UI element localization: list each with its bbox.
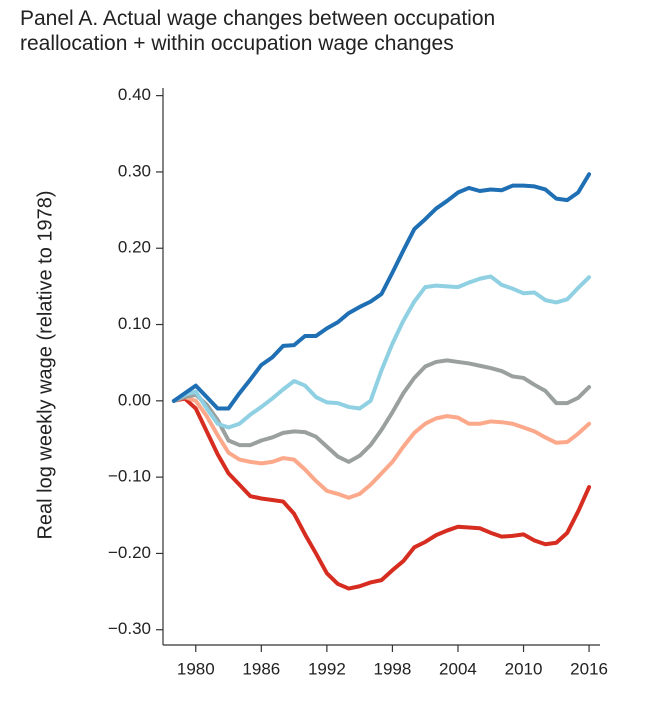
x-tick-label: 1986 (242, 659, 280, 678)
y-tick-label: 0.30 (118, 161, 151, 180)
x-tick-label: 1980 (177, 659, 215, 678)
y-tick-label: −0.30 (108, 619, 151, 638)
series-line (171, 396, 592, 591)
series-line (171, 274, 592, 430)
x-tick-label: 2004 (439, 659, 477, 678)
x-tick-label: 2016 (570, 659, 608, 678)
x-tick-label: 2010 (505, 659, 543, 678)
y-axis-label: Real log weekly wage (relative to 1978) (34, 190, 56, 539)
x-tick-label: 1998 (374, 659, 412, 678)
y-tick-label: 0.40 (118, 85, 151, 104)
series-line (171, 172, 592, 411)
chart-title: Panel A. Actual wage changes between occ… (20, 7, 496, 55)
y-tick-label: −0.10 (108, 467, 151, 486)
series-line (171, 395, 592, 500)
y-tick-label: 0.10 (118, 314, 151, 333)
y-tick-label: −0.20 (108, 543, 151, 562)
y-tick-label: 0.00 (118, 390, 151, 409)
x-tick-label: 1992 (308, 659, 346, 678)
series-line (171, 358, 592, 464)
y-tick-label: 0.20 (118, 238, 151, 257)
